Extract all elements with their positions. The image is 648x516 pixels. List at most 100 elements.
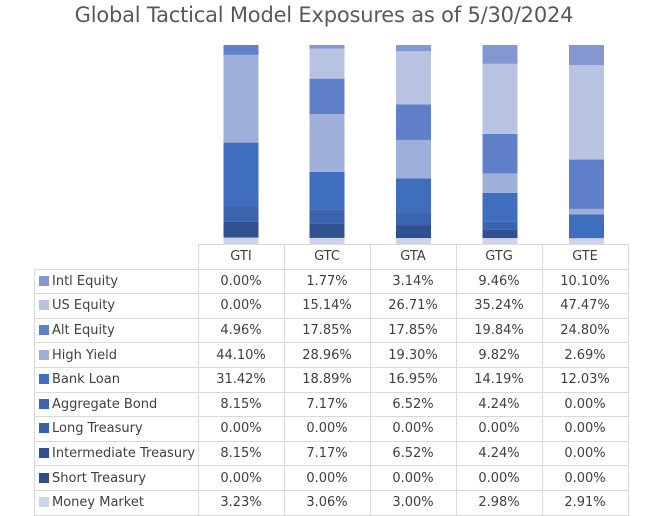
legend-entry: US Equity — [34, 293, 199, 319]
table-cell: 0.00% — [541, 465, 629, 491]
bar-segment — [482, 133, 518, 174]
table-row: Money Market 3.23% 3.06% 3.00% 2.98% 2.91% — [34, 489, 629, 516]
table-cell: 3.23% — [197, 489, 285, 516]
table-cell: 44.10% — [197, 342, 285, 368]
table-cell: 17.85% — [283, 317, 371, 344]
table-row: Intermediate Treasury 8.15% 7.17% 6.52% 4.24… — [34, 440, 629, 467]
bar-segment — [396, 178, 431, 213]
table-cell: 0.00% — [541, 391, 629, 418]
table-cell: 35.24% — [455, 293, 543, 319]
bar-segment — [309, 44, 345, 49]
table-row: Long Treasury 0.00% 0.00% 0.00% 0.00% 0.00% — [34, 416, 629, 442]
legend-swatch-icon — [39, 448, 49, 459]
data-table: GTI GTC GTA GTG GTE Intl Equity 0.00% 1.77… — [34, 244, 629, 516]
legend-label: Long Treasury — [52, 421, 143, 437]
bar-segment — [482, 192, 518, 222]
bar-segment — [482, 44, 518, 64]
legend-label: Bank Loan — [52, 372, 120, 388]
table-row: Alt Equity 4.96% 17.85% 17.85% 19.84% 24.80% — [34, 317, 629, 344]
table-cell: 26.71% — [369, 293, 457, 319]
legend-entry: Intl Equity — [34, 268, 199, 295]
bar-segment — [223, 142, 259, 206]
bar-segment — [396, 104, 431, 140]
bar-segment — [396, 212, 431, 226]
legend-entry: Intermediate Treasury — [34, 440, 199, 467]
legend-swatch-icon — [39, 497, 49, 508]
bar-segment — [223, 237, 259, 244]
table-cell: 0.00% — [369, 465, 457, 491]
table-cell: 17.85% — [369, 317, 457, 344]
table-row: US Equity 0.00% 15.14% 26.71% 35.24% 47.47% — [34, 293, 629, 319]
table-cell: 0.00% — [197, 416, 285, 442]
legend-entry: Money Market — [34, 489, 199, 516]
table-row: Aggregate Bond 8.15% 7.17% 6.52% 4.24% 0.00% — [34, 391, 629, 418]
table-cell: 6.52% — [369, 391, 457, 418]
legend-swatch-icon — [39, 325, 49, 336]
table-cell: 10.10% — [541, 268, 629, 295]
table-cell: 19.84% — [455, 317, 543, 344]
table-cell: 0.00% — [541, 416, 629, 442]
table-cell: 0.00% — [455, 416, 543, 442]
bar-segment — [396, 139, 431, 179]
table-cell: 31.42% — [197, 366, 285, 393]
table-cell: 2.98% — [455, 489, 543, 516]
table-cell: 0.00% — [197, 465, 285, 491]
legend-label: US Equity — [52, 298, 116, 314]
bar-segment — [569, 238, 604, 244]
column-header: GTA — [369, 244, 457, 270]
table-cell: 0.00% — [369, 416, 457, 442]
column-header: GTI — [197, 244, 285, 270]
stacked-bar-plot — [223, 44, 604, 244]
table-cell: 18.89% — [283, 366, 371, 393]
legend-entry: Long Treasury — [34, 416, 199, 442]
table-header-row: GTI GTC GTA GTG GTE — [34, 244, 629, 270]
table-cell: 19.30% — [369, 342, 457, 368]
legend-swatch-icon — [39, 423, 49, 434]
table-cell: 15.14% — [283, 293, 371, 319]
bar-segment — [569, 214, 604, 239]
legend-label: Alt Equity — [52, 323, 115, 339]
table-cell: 9.46% — [455, 268, 543, 295]
legend-label: High Yield — [52, 347, 117, 363]
table-cell: 0.00% — [541, 440, 629, 467]
legend-label: Intermediate Treasury — [52, 446, 196, 462]
legend-entry: Aggregate Bond — [34, 391, 199, 418]
table-row: Bank Loan 31.42% 18.89% 16.95% 14.19% 12.03% — [34, 366, 629, 393]
table-cell: 7.17% — [283, 440, 371, 467]
table-cell: 4.24% — [455, 391, 543, 418]
bar-segment — [223, 54, 259, 143]
table-cell: 0.00% — [283, 416, 371, 442]
table-cell: 1.77% — [283, 268, 371, 295]
legend-label: Short Treasury — [52, 470, 147, 486]
bar-segment — [396, 51, 431, 105]
table-cell: 3.14% — [369, 268, 457, 295]
table-cell: 16.95% — [369, 366, 457, 393]
table-cell: 8.15% — [197, 391, 285, 418]
table-cell: 0.00% — [455, 465, 543, 491]
column-header: GTG — [455, 244, 543, 270]
legend-swatch-icon — [39, 349, 49, 360]
table-cell: 2.91% — [541, 489, 629, 516]
table-row: Short Treasury 0.00% 0.00% 0.00% 0.00% 0.00% — [34, 465, 629, 491]
bar-segment — [309, 171, 345, 210]
bar-segment — [569, 208, 604, 215]
bar-segment — [569, 65, 604, 160]
bar-segment — [309, 209, 345, 224]
table-cell: 14.19% — [455, 366, 543, 393]
table-cell: 9.82% — [455, 342, 543, 368]
legend-entry: Bank Loan — [34, 366, 199, 393]
legend-label: Intl Equity — [52, 273, 119, 289]
bar-segment — [482, 221, 518, 230]
bar-segment — [223, 44, 259, 55]
legend-swatch-icon — [39, 275, 49, 286]
bar-segment — [482, 63, 518, 134]
bar-segment — [569, 159, 604, 209]
legend-entry: High Yield — [34, 342, 199, 368]
bar-segment — [223, 221, 259, 238]
table-cell: 8.15% — [197, 440, 285, 467]
table-row: Intl Equity 0.00% 1.77% 3.14% 9.46% 10.10% — [34, 268, 629, 295]
legend-swatch-icon — [39, 398, 49, 409]
bar-segment — [309, 78, 345, 115]
table-cell: 4.96% — [197, 317, 285, 344]
bar-segment — [309, 48, 345, 79]
